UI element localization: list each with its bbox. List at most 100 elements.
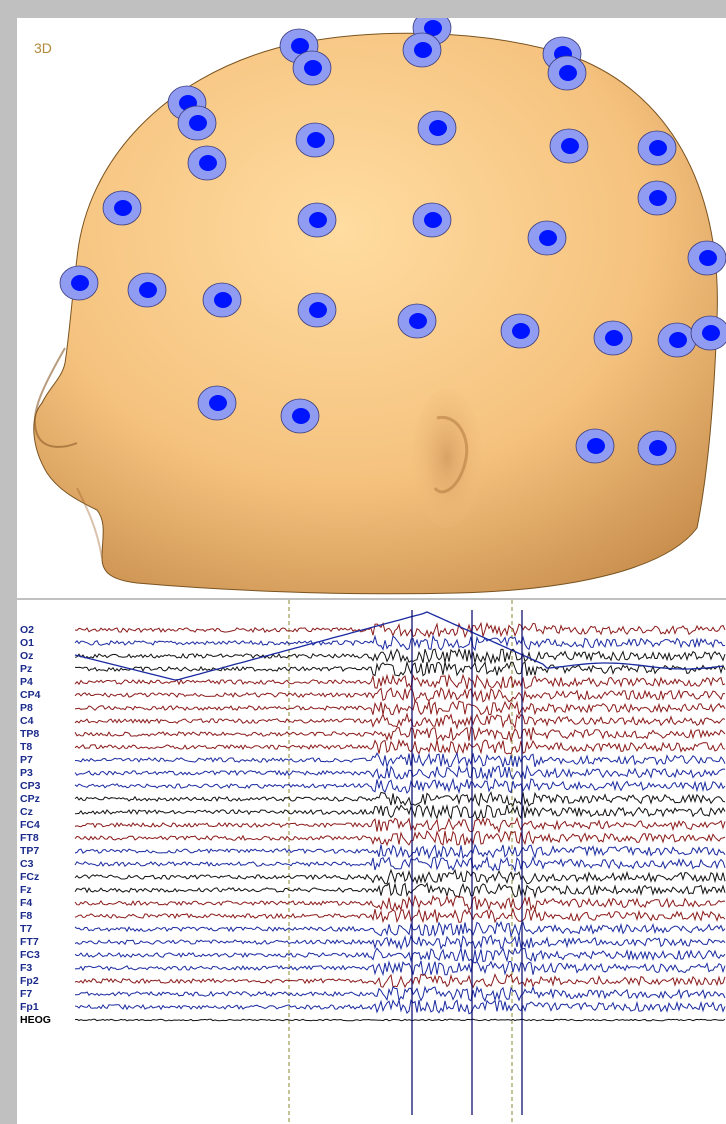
channel-trace (74, 830, 726, 847)
channel-trace (74, 946, 726, 964)
channel-label: FT8 (20, 832, 39, 844)
channel-trace (74, 894, 726, 912)
electrode[interactable] (59, 265, 99, 301)
channel-label: HEOG (20, 1014, 51, 1026)
channel-label: CP3 (20, 780, 41, 792)
channel-trace (74, 960, 726, 977)
channel-label: FCz (20, 871, 40, 883)
electrode[interactable] (547, 55, 587, 91)
electrode[interactable] (637, 130, 677, 166)
eeg-traces (74, 600, 726, 1124)
electrode[interactable] (127, 272, 167, 308)
electrode[interactable] (593, 320, 633, 356)
channel-trace (74, 700, 726, 717)
slow-wave-trace (74, 611, 724, 681)
channel-label: F8 (20, 910, 33, 922)
channel-label: FT7 (20, 936, 39, 948)
channel-trace (74, 673, 726, 690)
channel-trace (74, 738, 726, 756)
electrode[interactable] (575, 428, 615, 464)
electrode[interactable] (102, 190, 142, 226)
channel-trace (74, 647, 726, 665)
head-model (33, 18, 726, 595)
channel-label: Fz (20, 884, 32, 896)
electrode[interactable] (417, 110, 457, 146)
channel-label: P4 (20, 676, 33, 688)
electrode[interactable] (280, 398, 320, 434)
channel-label: Fp1 (20, 1001, 39, 1013)
electrode[interactable] (402, 32, 442, 68)
channel-trace (74, 751, 726, 769)
channel-label: CPz (20, 793, 40, 805)
channel-label: C4 (20, 715, 34, 727)
channel-label: P3 (20, 767, 33, 779)
electrode-group (59, 18, 726, 466)
electrode[interactable] (397, 303, 437, 339)
channel-trace (74, 804, 726, 821)
head-shape (33, 32, 718, 595)
electrode[interactable] (500, 313, 540, 349)
channel-label: C3 (20, 858, 34, 870)
channel-label: TP8 (20, 728, 40, 740)
channel-trace (74, 621, 726, 639)
channel-trace (74, 843, 726, 860)
channel-label: O1 (20, 637, 35, 649)
electrode[interactable] (197, 385, 237, 421)
electrode[interactable] (202, 282, 242, 318)
channel-trace (74, 1018, 726, 1022)
channel-trace (74, 934, 726, 951)
channel-trace (74, 868, 726, 885)
channel-trace (74, 881, 726, 899)
channel-label: O2 (20, 624, 35, 636)
electrode[interactable] (292, 50, 332, 86)
channel-trace (74, 660, 726, 677)
view-3d-label: 3D (34, 40, 52, 56)
channel-label: P8 (20, 702, 33, 714)
electrode[interactable] (177, 105, 217, 141)
channel-label: TP7 (20, 845, 40, 857)
channel-trace (74, 855, 726, 873)
electrode[interactable] (527, 220, 567, 256)
electrode[interactable] (412, 202, 452, 238)
channel-label: T8 (20, 741, 33, 753)
channel-trace (74, 907, 726, 924)
electrode[interactable] (637, 430, 677, 466)
head-3d-view[interactable]: 3D (17, 18, 726, 598)
channel-label: CP4 (20, 689, 41, 701)
electrode[interactable] (637, 180, 677, 216)
channel-trace (74, 791, 726, 807)
channel-label: F7 (20, 988, 33, 1000)
channel-trace (74, 816, 726, 834)
channel-label: F3 (20, 962, 33, 974)
channel-label: Oz (20, 650, 34, 662)
channel-label: Fp2 (20, 975, 39, 987)
nose-shape (33, 347, 78, 448)
channel-trace (74, 686, 725, 704)
electrode[interactable] (295, 122, 335, 158)
electrode[interactable] (657, 322, 697, 358)
channel-label: Cz (20, 806, 33, 818)
electrode[interactable] (297, 292, 337, 328)
electrode[interactable] (187, 145, 227, 181)
channel-label: FC4 (20, 819, 40, 831)
channel-label: F4 (20, 897, 33, 909)
channel-label: T7 (20, 923, 33, 935)
channel-trace (74, 634, 726, 652)
electrode[interactable] (687, 240, 726, 276)
channel-trace (74, 973, 726, 989)
channel-trace (74, 726, 726, 743)
channel-label-column: O2 O1 Oz Pz P4 CP4 P8 C4 TP8 T8 P7 P3 CP3 CPz Cz FC4 FT8… (17, 600, 77, 1124)
channel-trace (74, 764, 726, 781)
channel-trace (74, 777, 726, 795)
channel-label: Pz (20, 663, 33, 675)
electrode[interactable] (297, 202, 337, 238)
electrode[interactable] (690, 315, 726, 351)
channel-label: P7 (20, 754, 33, 766)
electrode[interactable] (549, 128, 589, 164)
channel-label: FC3 (20, 949, 40, 961)
channel-trace (74, 920, 726, 938)
channel-trace (74, 998, 726, 1015)
channel-trace (74, 985, 726, 1003)
eeg-trace-panel[interactable]: O2 O1 Oz Pz P4 CP4 P8 C4 TP8 T8 P7 P3 CP3 CPz Cz FC4 FT8… (17, 600, 726, 1124)
